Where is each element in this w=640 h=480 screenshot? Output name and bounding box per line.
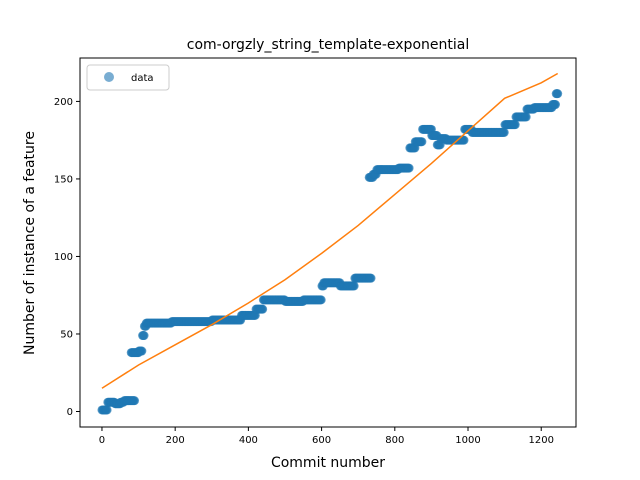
x-tick-label: 0: [99, 435, 105, 446]
x-tick-label: 800: [385, 435, 404, 446]
x-tick-label: 1200: [528, 435, 553, 446]
x-axis-label: Commit number: [271, 455, 385, 471]
y-tick-label: 50: [60, 329, 73, 340]
y-axis-label: Number of instance of a feature: [22, 131, 38, 355]
legend-label-data: data: [131, 73, 154, 84]
x-tick-label: 200: [166, 435, 185, 446]
data-point: [316, 295, 326, 305]
data-point: [459, 135, 469, 145]
data-point: [258, 304, 268, 314]
data-point: [521, 112, 531, 122]
data-point: [551, 100, 560, 110]
y-tick-label: 150: [54, 174, 73, 185]
fit-line: [101, 72, 559, 389]
y-tick-label: 0: [67, 407, 73, 418]
data-point: [510, 120, 520, 130]
series-data: [97, 89, 563, 415]
data-point: [499, 127, 509, 137]
legend: data: [86, 64, 170, 91]
data-point: [404, 163, 414, 173]
data-point: [366, 273, 376, 283]
y-tick-label: 100: [54, 252, 73, 263]
data-point: [553, 89, 563, 99]
x-tick-label: 400: [239, 435, 258, 446]
y-tick-label: 200: [54, 97, 73, 108]
data-point: [137, 346, 147, 356]
plot-area: [97, 72, 563, 415]
data-point: [102, 405, 112, 415]
axes-frame: [79, 57, 577, 428]
data-point: [417, 137, 427, 147]
chart-title: com-orgzly_string_template-exponential: [187, 37, 469, 53]
legend-box: [86, 64, 170, 91]
data-point: [349, 281, 359, 291]
data-point: [130, 396, 140, 406]
x-axis: 0 200 400 600 800 1000 1200: [99, 427, 554, 446]
legend-marker-data: [104, 72, 114, 82]
y-axis: 0 50 100 150 200: [54, 97, 80, 418]
data-point: [139, 331, 149, 341]
x-tick-label: 1000: [455, 435, 480, 446]
x-tick-label: 600: [312, 435, 331, 446]
